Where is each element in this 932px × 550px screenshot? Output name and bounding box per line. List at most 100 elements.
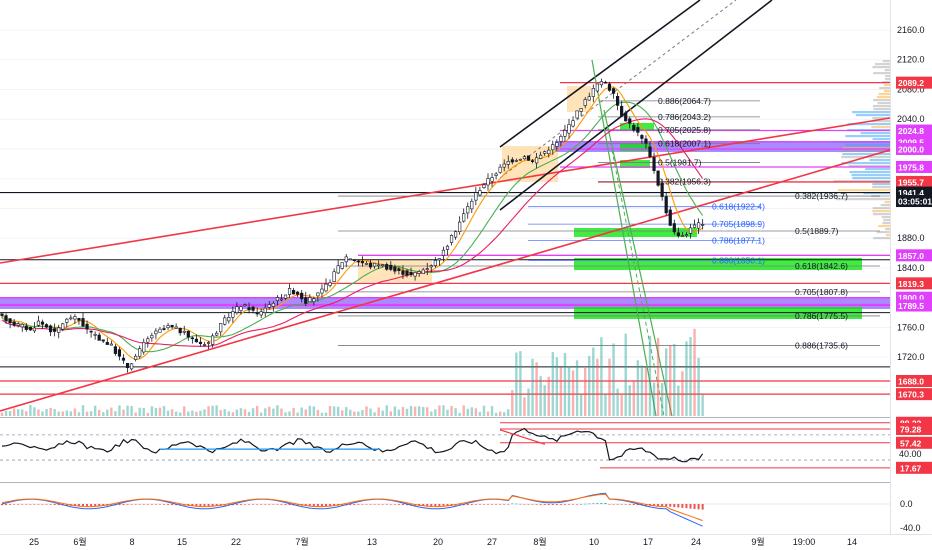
fib-label-10: 0.786(1877.1): [712, 235, 765, 245]
time-axis[interactable]: 25 6월 8 15 22 7월 13 20 27 8월 10 17 24 9월 19:00 14: [29, 536, 857, 547]
macd-histogram-bar: [252, 504, 255, 505]
candle-body: [134, 355, 138, 360]
volume-bar: [515, 352, 518, 416]
time-tick-label: 20: [433, 537, 443, 547]
candle-body: [688, 227, 693, 234]
macd-histogram-bar: [543, 504, 546, 505]
fib-label-15: 0.886(1735.6): [795, 341, 848, 351]
macd-histogram-bar: [657, 504, 660, 507]
macd-histogram-bar: [616, 504, 619, 505]
volume-bar: [219, 410, 222, 416]
candle-body: [259, 311, 263, 316]
volume-bar: [280, 408, 283, 416]
volume-profile-bar: [878, 93, 890, 96]
candle-body: [263, 307, 267, 313]
volume-bar: [122, 409, 125, 416]
volume-bar: [555, 357, 559, 416]
macd-histogram-bar: [256, 504, 259, 505]
volume-bar: [503, 412, 506, 416]
candle-body: [150, 335, 154, 339]
volume-bar: [110, 407, 113, 416]
candle-body: [304, 297, 308, 304]
volume-bar: [644, 367, 648, 416]
volume-profile-bar: [851, 174, 890, 177]
volume-bar: [422, 406, 425, 416]
volume-bar: [632, 380, 635, 416]
fib-label-3: 0.618(2007.1): [658, 139, 711, 149]
volume-bar: [345, 407, 348, 416]
candle-body: [61, 323, 65, 330]
volume-profile-bar: [871, 126, 890, 129]
volume-bar: [328, 406, 332, 416]
volume-profile: [833, 60, 890, 240]
price-axis[interactable]: 2160.0 2120.0 2080.0 2040.0 1880.0 1840.0 1760…: [896, 25, 932, 401]
volume-bars: [0, 328, 704, 416]
price-badge-label: 03:05:01: [898, 197, 932, 207]
price-tick-label: 2080.0: [897, 84, 925, 94]
candle-body: [348, 258, 352, 261]
volume-bar: [166, 410, 170, 416]
macd-histogram-bar: [685, 504, 688, 509]
time-tick-label: 24: [691, 537, 701, 547]
candle-body: [518, 158, 522, 161]
macd-histogram-bar: [235, 504, 238, 506]
volume-profile-bar: [872, 66, 890, 69]
candle-body: [352, 259, 356, 262]
candle-body: [417, 271, 421, 274]
fib-label-2: 0.705(2025.8): [658, 125, 711, 135]
fib-label-0: 0.886(2064.7): [658, 96, 711, 106]
time-tick-label: 17: [643, 537, 653, 547]
macd-histogram-bar: [677, 504, 680, 508]
candle-body: [563, 130, 567, 137]
volume-bar: [665, 348, 668, 416]
candle-body: [607, 83, 612, 91]
macd-histogram-bar: [118, 504, 121, 506]
candle-body: [591, 87, 595, 97]
volume-profile-bar: [860, 132, 890, 135]
macd-histogram-bar: [333, 504, 336, 506]
macd-histogram-bar: [146, 504, 149, 505]
volume-bar: [693, 328, 696, 416]
volume-bar: [357, 411, 360, 416]
candle-body: [44, 324, 49, 328]
macd-histogram-bar: [264, 504, 267, 505]
macd-histogram-bar: [438, 504, 441, 507]
macd-histogram-bar: [191, 504, 194, 506]
volume-bar: [535, 362, 538, 416]
macd-histogram-bar: [199, 504, 202, 507]
macd-tick-label: -40.0: [900, 523, 921, 533]
price-badge-label: 1789.5: [898, 301, 924, 311]
price-badge-label: 1688.0: [898, 376, 924, 386]
time-tick-label: 25: [29, 537, 39, 547]
volume-bar: [559, 367, 563, 416]
volume-profile-bar: [872, 105, 890, 108]
macd-histogram-bar: [563, 504, 566, 505]
volume-profile-bar: [847, 123, 890, 126]
macd-histogram-bar: [195, 504, 198, 507]
volume-bar: [454, 408, 457, 416]
price-badge: [896, 124, 932, 137]
macd-histogram-bar: [341, 504, 344, 506]
candle-body: [8, 318, 12, 323]
volume-bar: [466, 408, 469, 416]
candle-body: [190, 337, 194, 340]
volume-bar: [689, 336, 692, 416]
red-trendline-lower: [0, 149, 890, 412]
green-box-5: [574, 258, 862, 270]
candle-body: [206, 342, 211, 344]
volume-bar: [98, 409, 101, 416]
macd-histogram-bar: [142, 504, 145, 505]
volume-bar: [571, 370, 575, 416]
volume-bar: [243, 409, 247, 416]
candle-body: [615, 95, 620, 106]
volume-profile-bar: [852, 177, 890, 180]
volume-bar: [600, 337, 603, 416]
macd-axis[interactable]: 0.0 -40.0: [900, 499, 921, 533]
candle-body: [696, 222, 701, 229]
volume-bar: [584, 368, 587, 416]
candle-body: [660, 182, 664, 197]
volume-bar: [126, 405, 129, 416]
volume-bar: [490, 406, 494, 416]
